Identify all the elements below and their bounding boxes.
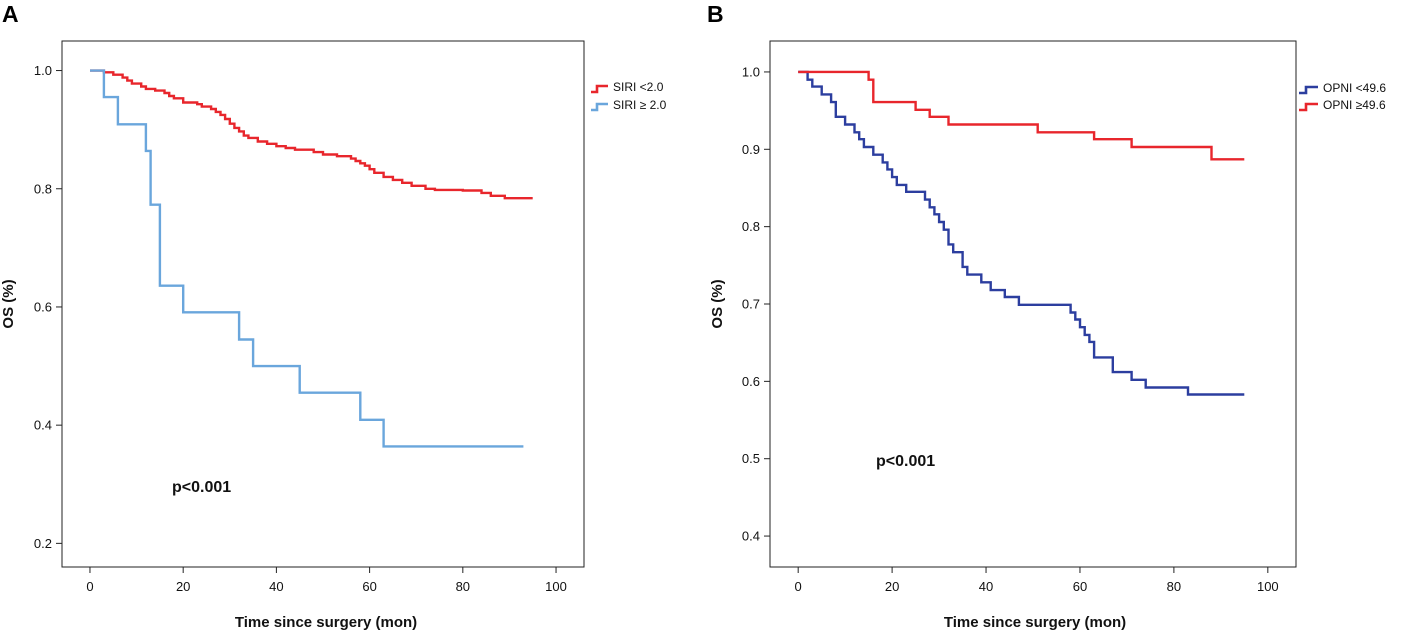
x-tick-label-b-1: 20 — [885, 579, 899, 594]
y-tick-label-b-4: 0.8 — [742, 219, 760, 234]
series-line-b-1 — [798, 70, 1245, 161]
x-tick-label-b-2: 40 — [979, 579, 993, 594]
x-tick-label-b-5: 100 — [1257, 579, 1279, 594]
series-group-b — [798, 70, 1245, 396]
x-tick-label-b-4: 80 — [1167, 579, 1181, 594]
y-axis-title-a: OS (%) — [0, 279, 17, 328]
plot-frame-a — [61, 40, 585, 568]
panel-letter-b: B — [707, 1, 724, 27]
x-tick-label-b-0: 0 — [795, 579, 802, 594]
legend-label-opni-high: OPNI ≥49.6 — [1323, 98, 1386, 112]
y-tick-label-b-2: 0.6 — [742, 374, 760, 389]
series-line-a-0 — [90, 69, 533, 200]
series-line-a-1 — [90, 69, 524, 448]
series-line-b-0 — [798, 70, 1245, 396]
y-tick-label-a-2: 0.6 — [34, 299, 52, 314]
x-axis-title-a: Time since surgery (mon) — [235, 614, 417, 631]
x-axis-title-b: Time since surgery (mon) — [944, 614, 1126, 631]
x-tick-label-a-3: 60 — [362, 579, 376, 594]
x-tick-label-a-1: 20 — [176, 579, 190, 594]
p-value-annotation-b: p<0.001 — [876, 453, 935, 470]
y-tick-label-b-3: 0.7 — [742, 297, 760, 312]
y-tick-label-a-3: 0.8 — [34, 181, 52, 196]
legend-a: SIRI <2.0 SIRI ≥ 2.0 — [591, 80, 667, 112]
legend-label-opni-low: OPNI <49.6 — [1323, 81, 1386, 95]
y-tick-label-a-0: 0.2 — [34, 536, 52, 551]
y-axis-b: 0.4 0.5 0.6 0.7 0.8 0.9 1.0 — [742, 64, 770, 544]
series-group-a — [90, 69, 533, 448]
legend-swatch-opni-low — [1299, 85, 1318, 95]
legend-swatch-opni-high — [1299, 102, 1318, 112]
y-tick-label-b-1: 0.5 — [742, 451, 760, 466]
p-value-annotation-a: p<0.001 — [172, 479, 231, 496]
x-tick-label-a-0: 0 — [86, 579, 93, 594]
legend-label-siri-low: SIRI <2.0 — [613, 80, 664, 94]
legend-label-siri-high: SIRI ≥ 2.0 — [613, 98, 667, 112]
legend-swatch-siri-low — [591, 84, 608, 94]
panel-letter-a: A — [2, 1, 19, 27]
y-axis-a: 0.2 0.4 0.6 0.8 1.0 — [34, 63, 62, 551]
y-tick-label-a-1: 0.4 — [34, 418, 52, 433]
chart-panel-a: 0 20 40 60 80 100 0.2 0.4 0.6 0.8 1.0 Time since … — [0, 40, 667, 631]
legend-b: OPNI <49.6 OPNI ≥49.6 — [1299, 81, 1386, 112]
x-tick-label-a-4: 80 — [456, 579, 470, 594]
y-tick-label-b-0: 0.4 — [742, 529, 760, 544]
y-tick-label-a-4: 1.0 — [34, 63, 52, 78]
y-tick-label-b-6: 1.0 — [742, 64, 760, 79]
y-tick-label-b-5: 0.9 — [742, 142, 760, 157]
chart-panel-b: 0 20 40 60 80 100 0.4 0.5 0.6 0.7 0.8 0.9 1.0 Time … — [709, 40, 1386, 631]
legend-swatch-siri-high — [591, 102, 608, 112]
y-axis-title-b: OS (%) — [709, 279, 726, 328]
x-axis-a: 0 20 40 60 80 100 — [86, 567, 567, 594]
x-axis-b: 0 20 40 60 80 100 — [795, 567, 1279, 594]
x-tick-label-a-5: 100 — [545, 579, 567, 594]
x-tick-label-a-2: 40 — [269, 579, 283, 594]
x-tick-label-b-3: 60 — [1073, 579, 1087, 594]
